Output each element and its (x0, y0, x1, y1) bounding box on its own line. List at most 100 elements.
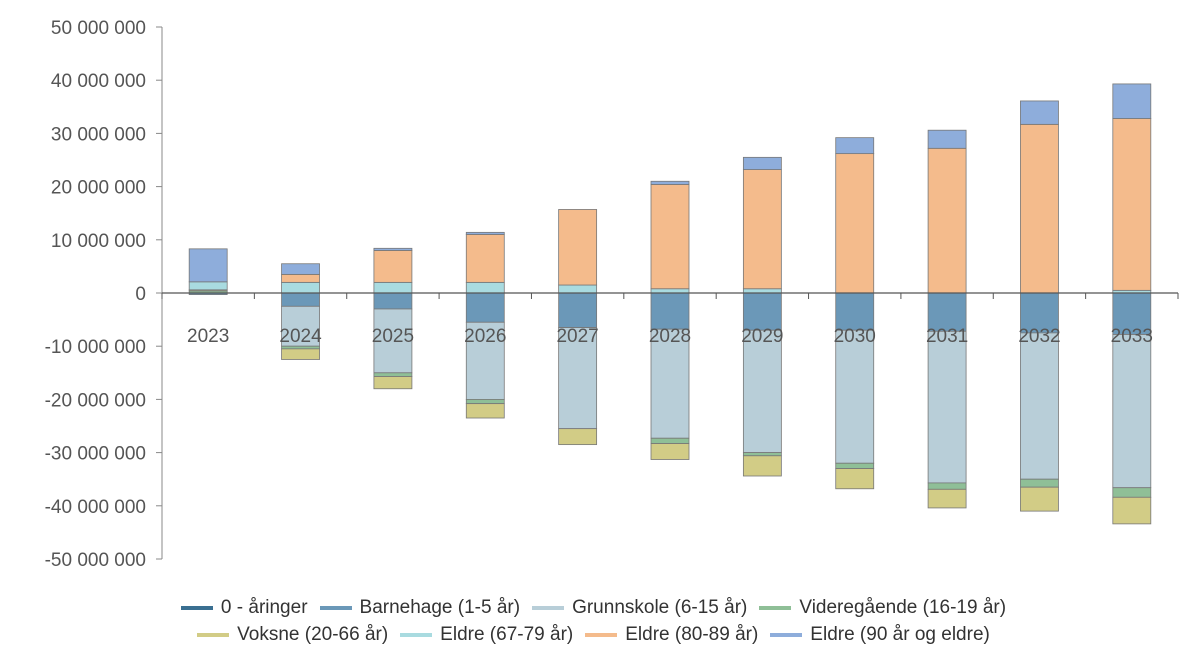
legend-label: Eldre (90 år og eldre) (810, 623, 990, 645)
legend-label: Videregående (16-19 år) (799, 596, 1007, 618)
bar-segment[interactable]: Grunnskole (6-15 år) 2024: -7500000 (281, 305, 320, 347)
bar-segment[interactable]: Eldre (90 år og eldre) 2029: 2300000 (742, 156, 782, 170)
bar-segment[interactable]: Barnehage (1-5 år) 2032: -7500000 (1020, 292, 1059, 334)
bar-segment[interactable]: Eldre (80-89 år) 2030: 26200000 (835, 153, 875, 294)
bar-segment[interactable]: Barnehage (1-5 år) 2028: -6800000 (650, 292, 690, 330)
legend-swatch (197, 632, 230, 637)
y-tick-label: 20 000 000 (51, 178, 146, 199)
bar-segment[interactable]: Eldre (67-79 år) 2028: 800000 (650, 288, 690, 294)
bar-segment[interactable]: Eldre (67-79 år) 2027: 1500000 (558, 284, 598, 294)
y-tick-label: 40 000 000 (51, 71, 146, 92)
bar-segment[interactable]: Videregående (16-19 år) 2026: -800000 (465, 398, 505, 405)
x-tick-label: 2025 (372, 326, 414, 347)
bar-segment[interactable]: Grunnskole (6-15 år) 2030: -25000000 (835, 329, 875, 464)
bar-segment[interactable]: Grunnskole (6-15 år) 2033: -28800000 (1112, 334, 1152, 489)
bars: Barnehage (1-5 år) 2023: -300000Videregå… (188, 83, 1152, 525)
legend-swatch (585, 632, 618, 637)
bar-segment[interactable]: Eldre (67-79 år) 2029: 800000 (742, 288, 782, 294)
bar-segment[interactable]: Videregående (16-19 år) 2033: -1800000 (1112, 487, 1152, 498)
bar-segment[interactable]: Eldre (90 år og eldre) 2032: 4400000 (1020, 100, 1059, 125)
bar-segment[interactable]: Eldre (80-89 år) 2033: 32300000 (1112, 118, 1152, 291)
bar-segment[interactable]: Barnehage (1-5 år) 2033: -7800000 (1112, 292, 1152, 335)
legend-item[interactable]: Videregående (16-19 år) (759, 597, 1006, 619)
x-tick-label: 2030 (834, 326, 876, 347)
bar-segment[interactable]: Eldre (90 år og eldre) 2023: 6200000 (188, 248, 228, 283)
bar-segment[interactable]: Eldre (80-89 år) 2028: 19600000 (650, 184, 690, 290)
legend-item[interactable]: Grunnskole (6-15 år) (532, 597, 747, 619)
y-tick-label: 10 000 000 (51, 231, 146, 252)
bar-segment[interactable]: Eldre (80-89 år) 2031: 27200000 (927, 147, 967, 294)
bar-segment[interactable]: Videregående (16-19 år) 2029: -600000 (742, 452, 782, 457)
legend-item[interactable]: Eldre (67-79 år) (400, 624, 573, 646)
legend-item[interactable]: 0 - åringer (180, 596, 308, 619)
legend-row-1: 0 - åringer Barnehage (1-5 år) Grunnskol… (0, 594, 1187, 621)
bar-segment[interactable]: Videregående (16-19 år) 2025: -700000 (373, 372, 413, 377)
bar-segment[interactable]: Voksne (20-66 år) 2029: -3800000 (742, 455, 782, 477)
legend-item[interactable]: Barnehage (1-5 år) (319, 597, 520, 619)
x-tick-label: 2027 (556, 326, 598, 347)
bar-segment[interactable]: Barnehage (1-5 år) 2026: -5500000 (465, 292, 505, 323)
bar-segment[interactable]: Voksne (20-66 år) 2025: -2300000 (373, 376, 413, 390)
legend-label: Grunnskole (6-15 år) (572, 596, 748, 618)
x-tick-label: 2033 (1111, 326, 1153, 347)
legend-row-2: Voksne (20-66 år) Eldre (67-79 år) Eldre… (0, 621, 1187, 648)
bar-segment[interactable]: Barnehage (1-5 år) 2027: -6500000 (558, 292, 598, 328)
bar-segment[interactable]: Grunnskole (6-15 år) 2026: -14500000 (465, 321, 505, 400)
bar-segment[interactable]: Voksne (20-66 år) 2032: -4500000 (1020, 486, 1059, 512)
bar-segment[interactable]: Grunnskole (6-15 år) 2028: -20500000 (650, 328, 690, 439)
bar-segment[interactable]: Eldre (80-89 år) 2024: 1500000 (281, 273, 320, 283)
y-tick-label: 50 000 000 (51, 18, 146, 39)
bar-segment[interactable]: Videregående (16-19 år) 2031: -1200000 (927, 482, 967, 490)
bar-segment[interactable]: Grunnskole (6-15 år) 2025: -12000000 (373, 308, 413, 374)
x-axis: 2023 2024 2025 2026 2027 2028 2029 2030 2031 2032… (161, 292, 1179, 347)
bar-segment[interactable]: Eldre (80-89 år) 2026: 9000000 (465, 234, 505, 283)
x-tick-label: 2024 (279, 326, 322, 347)
y-axis: 50 000 000 40 000 000 30 000 000 20 000 000… (45, 18, 163, 571)
bar-segment[interactable]: Grunnskole (6-15 år) 2029: -23000000 (742, 329, 782, 453)
bar-segment[interactable]: Grunnskole (6-15 år) 2031: -28500000 (927, 330, 967, 484)
bar-segment[interactable]: Eldre (90 år og eldre) 2031: 3400000 (927, 129, 967, 149)
bar-segment[interactable]: Eldre (80-89 år) 2032: 31700000 (1020, 123, 1059, 294)
bar-segment[interactable]: Voksne (20-66 år) 2026: -2700000 (465, 403, 505, 419)
legend: 0 - åringer Barnehage (1-5 år) Grunnskol… (0, 594, 1187, 648)
bar-segment[interactable]: Eldre (80-89 år) 2027: 14200000 (558, 209, 598, 286)
legend-swatch (770, 632, 803, 637)
legend-item[interactable]: Eldre (80-89 år) (585, 624, 758, 646)
legend-item[interactable]: Voksne (20-66 år) (197, 624, 388, 646)
bar-segment[interactable]: Barnehage (1-5 år) 2030: -7000000 (835, 292, 875, 331)
bar-segment[interactable]: Grunnskole (6-15 år) 2027: -19000000 (558, 327, 598, 430)
bar-segment[interactable]: Voksne (20-66 år) 2031: -3500000 (927, 488, 967, 509)
legend-item[interactable]: Eldre (90 år og eldre) (770, 624, 990, 646)
bar-segment[interactable]: Eldre (90 år og eldre) 2028: 600000 (650, 180, 690, 185)
y-tick-label: -20 000 000 (45, 390, 146, 411)
legend-label: Eldre (80-89 år) (625, 623, 759, 645)
bar-segment[interactable]: Eldre (90 år og eldre) 2033: 6500000 (1112, 83, 1152, 119)
bar-segment[interactable]: Barnehage (1-5 år) 2024: -2500000 (281, 292, 320, 307)
bar-segment[interactable]: Eldre (67-79 år) 2023: 1500000 (188, 281, 228, 291)
bar-segment[interactable]: Eldre (80-89 år) 2025: 6000000 (373, 250, 413, 283)
bar-segment[interactable]: Grunnskole (6-15 år) 2032: -27500000 (1020, 332, 1059, 480)
legend-swatch (180, 605, 213, 610)
bar-segment[interactable]: Voksne (20-66 år) 2030: -3800000 (835, 468, 875, 490)
bar-segment[interactable]: Barnehage (1-5 år) 2029: -7000000 (742, 292, 782, 331)
bar-segment[interactable]: Videregående (16-19 år) 2032: -1500000 (1020, 478, 1059, 488)
legend-swatch (532, 605, 565, 610)
x-tick-label: 2029 (741, 326, 783, 347)
bar-segment[interactable]: Eldre (80-89 år) 2029: 22400000 (742, 169, 782, 290)
y-tick-label: -50 000 000 (45, 550, 146, 571)
legend-label: 0 - åringer (220, 596, 308, 618)
